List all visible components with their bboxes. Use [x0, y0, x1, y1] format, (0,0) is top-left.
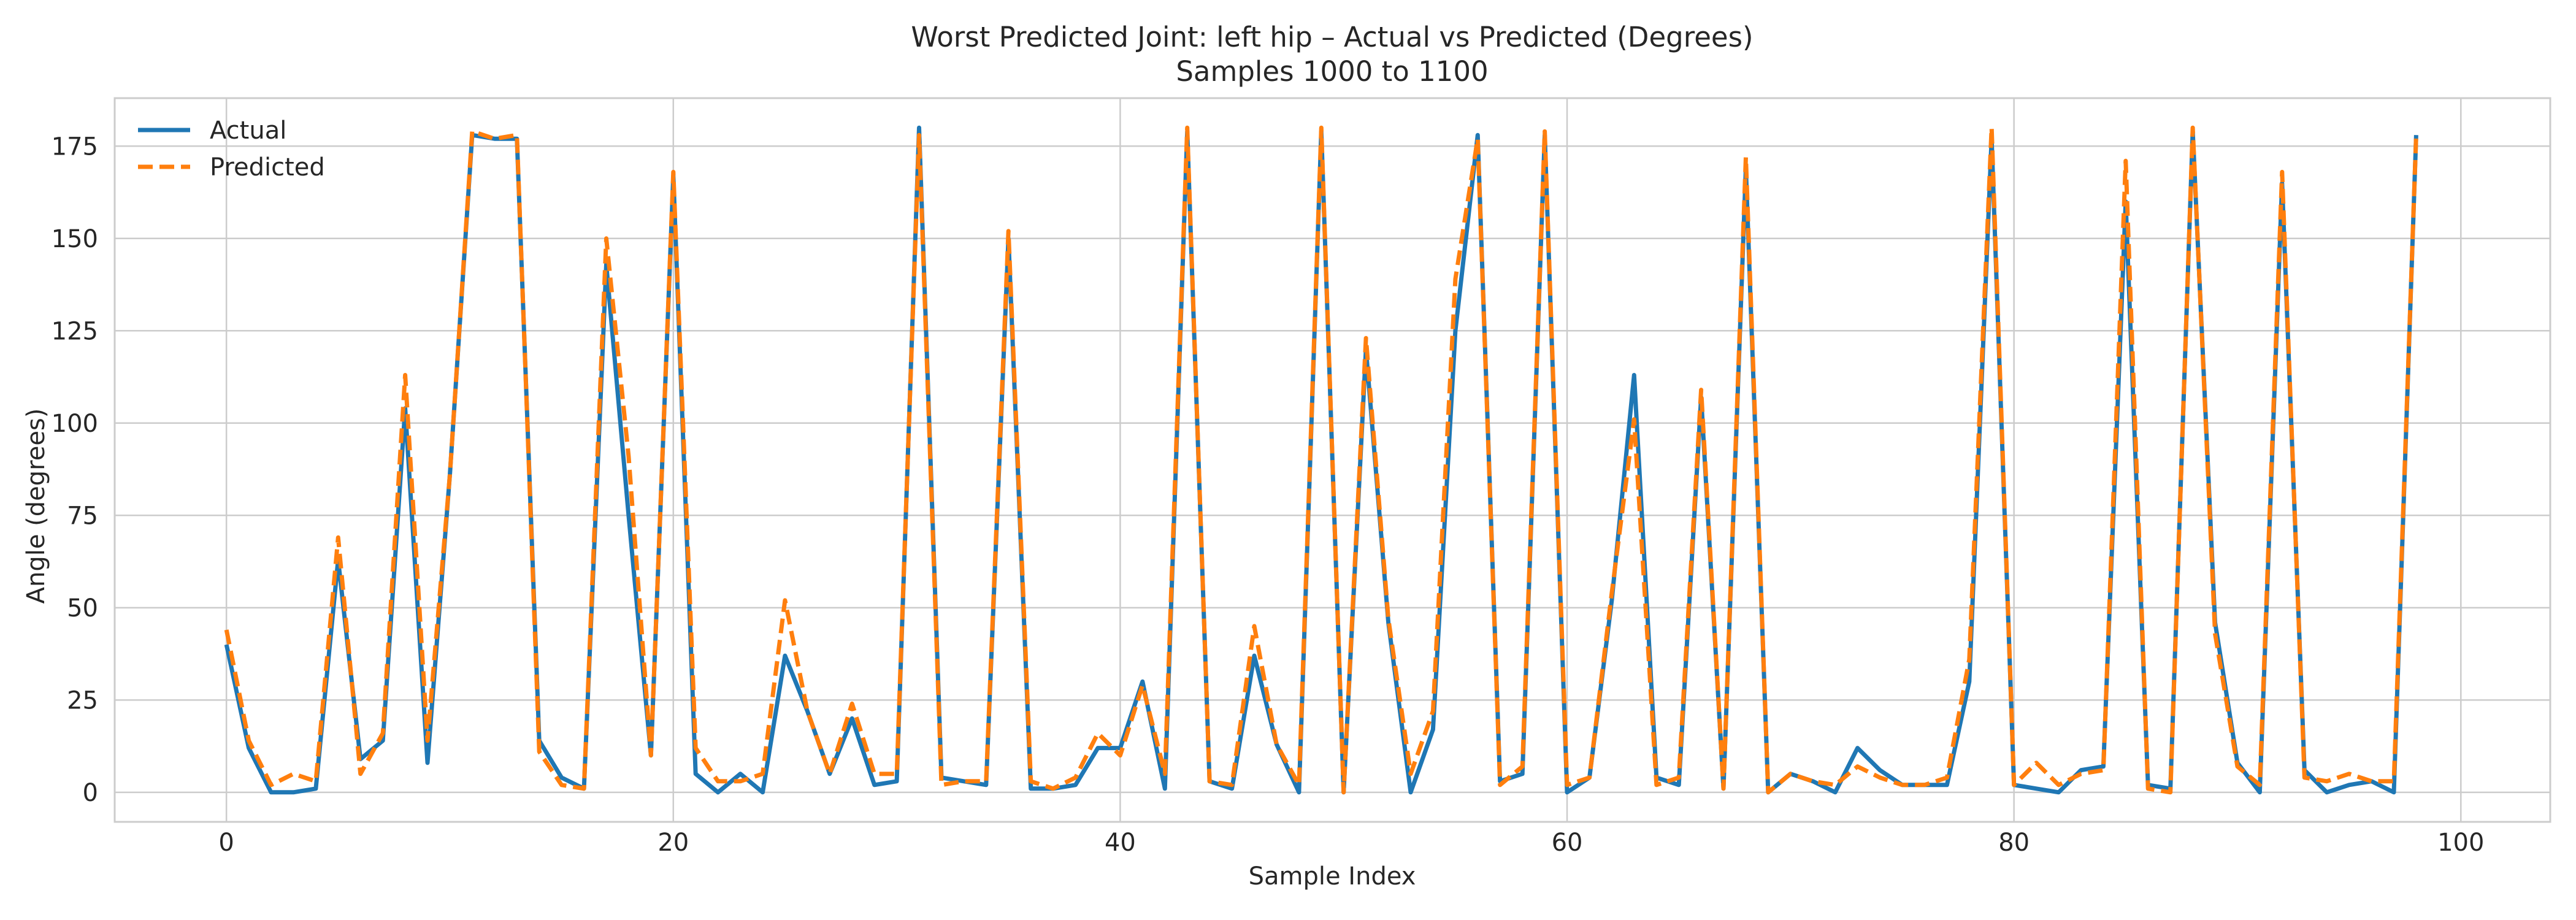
- grid-layer: [115, 98, 2550, 822]
- plot-frame: [113, 97, 2551, 823]
- chart-subtitle: Samples 1000 to 1100: [1176, 55, 1488, 88]
- y-axis-label: Angle (degrees): [22, 408, 50, 604]
- y-tick-label: 125: [52, 317, 98, 345]
- x-tick-label: 0: [218, 829, 234, 857]
- series-layer: [224, 125, 2418, 795]
- legend: Actual Predicted: [138, 117, 325, 182]
- x-tick-label: 80: [1998, 829, 2030, 857]
- y-tick-label: 75: [67, 502, 98, 530]
- x-tick-label: 100: [2437, 829, 2484, 857]
- x-tick-label: 60: [1552, 829, 1583, 857]
- y-tick-label: 50: [67, 594, 98, 623]
- legend-actual-label: Actual: [210, 117, 286, 145]
- y-tick-label: 25: [67, 686, 98, 715]
- tick-layer: 0 20 40 60 80 100 0 25 50 75 100 125 150 175: [52, 132, 2485, 857]
- y-tick-label: 150: [52, 225, 98, 253]
- x-tick-label: 20: [657, 829, 689, 857]
- x-axis-label: Sample Index: [1249, 862, 1416, 891]
- chart-title: Worst Predicted Joint: left hip – Actual…: [911, 21, 1753, 53]
- y-tick-label: 0: [83, 779, 98, 807]
- y-tick-label: 175: [52, 132, 98, 161]
- y-tick-label: 100: [52, 410, 98, 438]
- series-line-predicted: [224, 125, 2418, 795]
- legend-predicted-label: Predicted: [210, 153, 325, 182]
- x-tick-label: 40: [1105, 829, 1136, 857]
